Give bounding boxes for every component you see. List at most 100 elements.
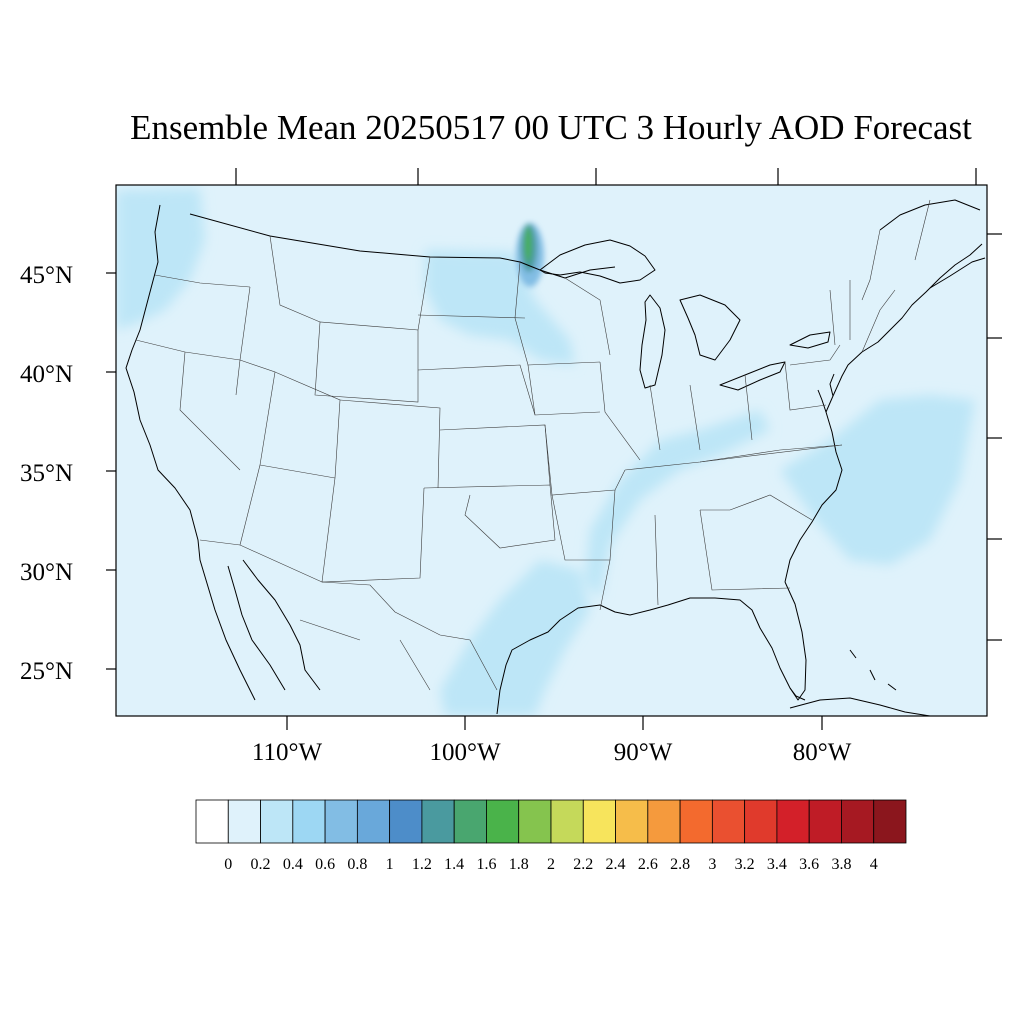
axis-labels: 45°N 40°N 35°N 30°N 25°N 110°W 100°W 90°W 80°W — [20, 262, 852, 766]
colorbar-box — [550, 799, 584, 844]
colorbar: 0 0.2 0.4 0.6 0.8 1 1.2 1.4 1.6 1.8 2 2.2 2.4 2.6 2.8 3… — [195, 799, 907, 873]
chart-title: Ensemble Mean 20250517 00 UTC 3 Hourly A… — [130, 108, 972, 147]
state-line-ar-la — [551, 494, 611, 611]
colorbar-label: 3.2 — [735, 856, 755, 873]
colorbar-box — [324, 799, 358, 844]
florida-keys — [789, 687, 806, 701]
lat-label: 25°N — [20, 658, 73, 685]
colorbar-label: 0.6 — [315, 856, 335, 873]
colorbar-box — [453, 799, 487, 844]
colorbar-box — [356, 799, 391, 844]
canada-provinces — [861, 199, 931, 301]
nova-scotia — [929, 257, 986, 289]
colorbar-box — [260, 799, 294, 844]
lake-superior — [539, 239, 656, 284]
state-line-mo-ar — [544, 424, 626, 496]
colorbar-label: 0.4 — [283, 856, 303, 873]
colorbar-label: 2.8 — [670, 856, 690, 873]
colorbar-box — [389, 799, 423, 844]
gulf-coast — [496, 581, 807, 715]
colorbar-box — [744, 799, 778, 844]
colorbar-label: 1.6 — [476, 856, 496, 873]
colorbar-label: 3.6 — [799, 856, 819, 873]
lon-label: 80°W — [793, 739, 852, 766]
lon-label: 100°W — [429, 739, 500, 766]
state-line-nc-sc-ga — [700, 494, 813, 521]
lon-label: 110°W — [252, 739, 323, 766]
colorbar-label: 1 — [386, 856, 394, 873]
state-boundaries — [135, 199, 931, 691]
colorbar-box — [615, 799, 649, 844]
lon-label: 90°W — [614, 739, 673, 766]
aod-plume-pacific-northwest-coast — [116, 188, 205, 330]
colorbar-label: 2.4 — [606, 856, 626, 873]
gulf-of-st-lawrence — [879, 199, 981, 231]
colorbar-label: 1.8 — [509, 856, 529, 873]
lat-label: 30°N — [20, 559, 73, 586]
colorbar-label: 1.2 — [412, 856, 432, 873]
lake-ontario — [789, 331, 831, 349]
aod-plume-south-texas — [440, 560, 590, 716]
state-line-az-ut — [259, 464, 336, 479]
mexico-west-coast — [242, 559, 321, 691]
colorbar-box — [711, 799, 746, 844]
colorbar-box — [227, 799, 261, 844]
axis-ticks — [106, 168, 1002, 730]
lake-huron — [679, 294, 741, 361]
lake-erie — [719, 361, 786, 391]
aod-plume-red-river-valley-peak — [525, 226, 531, 262]
aod-field — [116, 188, 975, 716]
state-line-ia-mo — [527, 364, 601, 416]
colorbar-box — [873, 799, 907, 844]
colorbar-label: 0.2 — [251, 856, 271, 873]
colorbar-label: 3 — [708, 856, 716, 873]
canada-us-border — [189, 213, 616, 279]
colorbar-label: 0.8 — [347, 856, 367, 873]
state-line-nm — [321, 477, 425, 583]
state-line-mex-us — [199, 539, 498, 691]
state-line-nd-sd — [417, 314, 526, 319]
state-line-wa-or — [154, 274, 251, 288]
colorbar-box — [486, 799, 520, 844]
state-line-wi — [564, 277, 611, 356]
state-line-ok-tx — [423, 484, 556, 549]
colorbar-box — [776, 799, 810, 844]
state-line-mexico-states — [299, 619, 431, 691]
state-line-mn — [514, 261, 601, 366]
aod-plume-lower-mississippi-valley — [585, 410, 770, 600]
colorbar-label: 2 — [547, 856, 555, 873]
chesapeake-bay — [817, 373, 835, 413]
bahamas-islands — [849, 649, 897, 691]
state-line-il-in — [599, 361, 701, 461]
state-line-oh-pa — [744, 361, 827, 441]
colorbar-box — [808, 799, 842, 844]
colorbar-box — [841, 799, 875, 844]
lat-label: 35°N — [20, 460, 73, 487]
colorbar-label: 2.6 — [638, 856, 658, 873]
pacific-coast — [125, 204, 256, 701]
state-line-tn-ky — [624, 444, 843, 471]
colorbar-label: 3.4 — [767, 856, 787, 873]
aod-plume-north-dakota-minnesota — [425, 250, 575, 365]
colorbar-box — [582, 799, 616, 844]
state-line-new-england — [829, 280, 896, 353]
state-line-nv-ca — [179, 351, 241, 471]
colorbar-box — [195, 799, 229, 844]
cuba-coast — [789, 697, 931, 716]
colorbar-box — [292, 799, 326, 844]
colorbar-label: 2.2 — [573, 856, 593, 873]
colorbar-label: 3.8 — [831, 856, 851, 873]
colorbar-box — [647, 799, 681, 844]
colorbar-label: 4 — [870, 856, 878, 873]
state-line-wy — [314, 321, 419, 403]
colorbar-box — [421, 799, 455, 844]
state-line-ne — [417, 364, 536, 416]
state-line-co — [339, 399, 441, 489]
state-line-va-nc — [699, 444, 843, 463]
aod-plume-atlantic-offshore — [780, 395, 975, 565]
colorbar-label: 0 — [224, 856, 232, 873]
lat-label: 40°N — [20, 361, 73, 388]
colorbar-box — [679, 799, 713, 844]
colorbar-box — [518, 799, 552, 844]
state-line-mt-id — [269, 235, 321, 323]
